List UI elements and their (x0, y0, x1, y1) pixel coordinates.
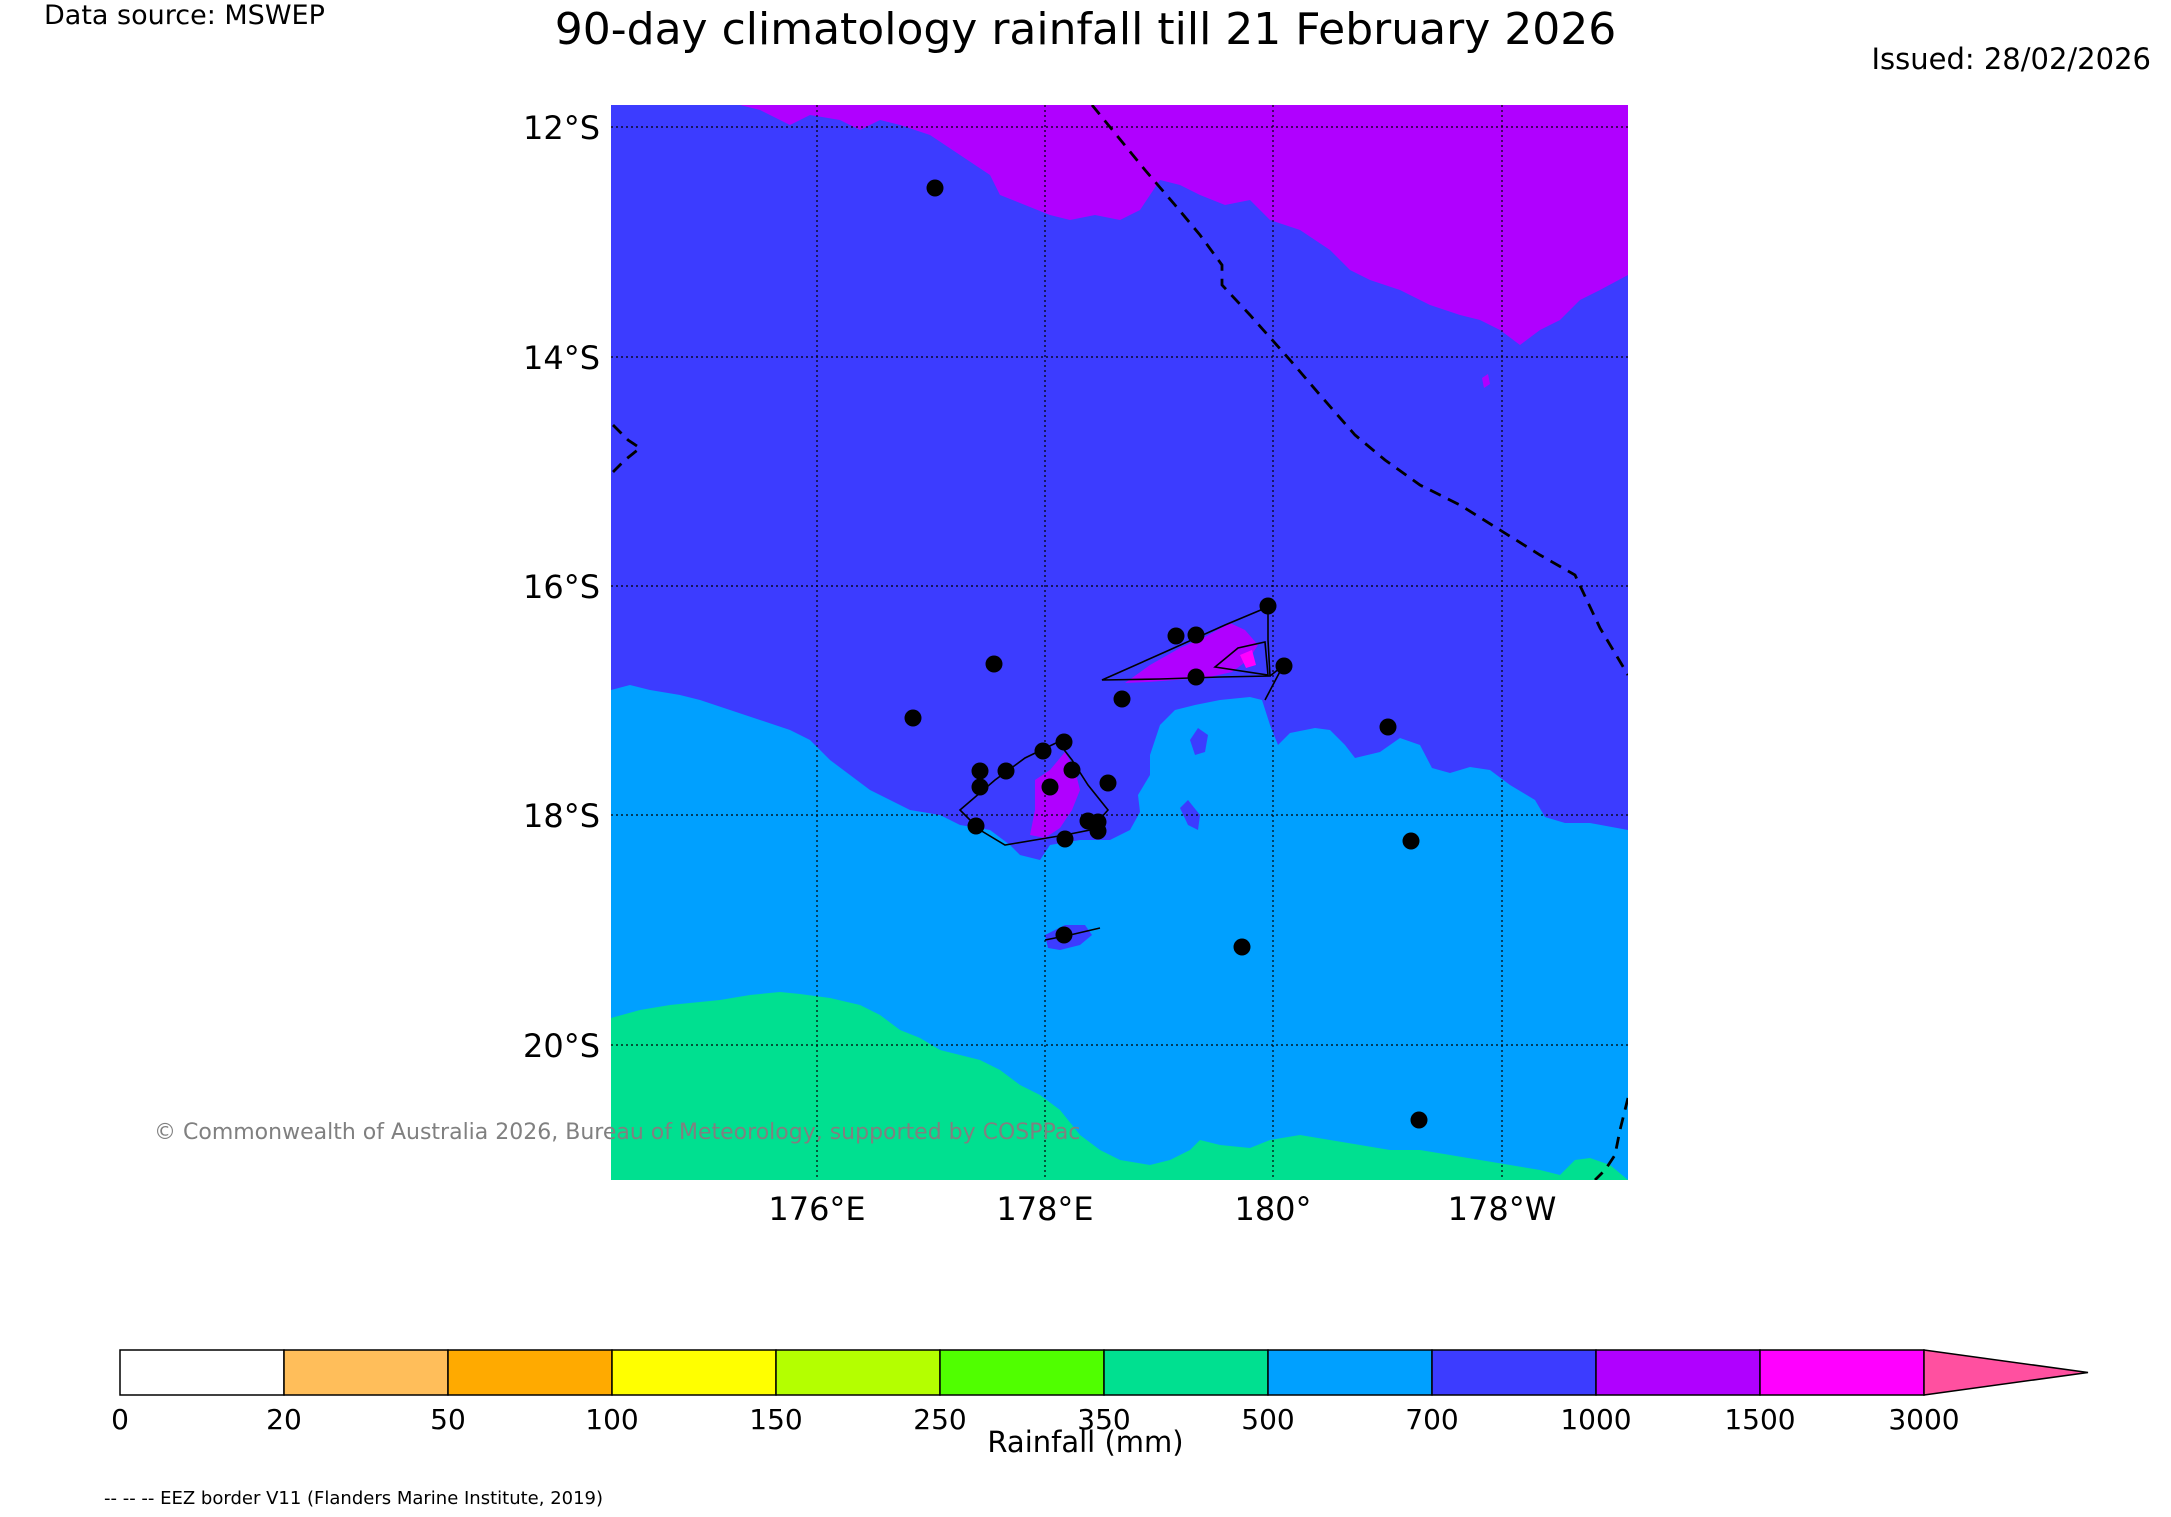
station-marker (1089, 822, 1107, 840)
station-marker (1187, 668, 1205, 686)
station-markers (904, 179, 1428, 1129)
colorbar-segment (1759, 1349, 1925, 1396)
colorbar-segment (611, 1349, 777, 1396)
colorbar-tick-label: 50 (430, 1403, 466, 1436)
rainfall-zone-1000-1500-north (740, 105, 1628, 345)
colorbar-title: Rainfall (mm) (987, 1425, 1184, 1459)
lon-label: 180° (1234, 1190, 1311, 1228)
eez-border (612, 105, 1628, 1180)
colorbar-tick-label: 3000 (1888, 1403, 1959, 1436)
graticule (611, 105, 1628, 1180)
colorbar-tick-label: 150 (749, 1403, 802, 1436)
station-marker (1259, 597, 1277, 615)
colorbar-tick-label: 1500 (1724, 1403, 1795, 1436)
rainfall-zone-1500-3000-vanua-levu (1240, 650, 1256, 668)
colorbar-tick-label: 350 (1077, 1403, 1130, 1436)
rainfall-map-area (611, 105, 1628, 1180)
station-marker (1402, 832, 1420, 850)
colorbar-tick-label: 250 (913, 1403, 966, 1436)
station-marker (1113, 690, 1131, 708)
station-marker (1055, 733, 1073, 751)
station-marker (1056, 830, 1074, 848)
station-marker (971, 762, 989, 780)
rainfall-zone-350-500 (611, 992, 1628, 1180)
station-marker (1034, 742, 1052, 760)
eez-border-note: -- -- -- EEZ border V11 (Flanders Marine… (104, 1488, 604, 1509)
lon-label: 178°E (996, 1190, 1093, 1228)
rainfall-zone-700-1000-patch (1180, 800, 1200, 830)
station-marker (1233, 938, 1251, 956)
station-marker (1041, 778, 1059, 796)
lat-label: 12°S (523, 109, 600, 147)
colorbar-tick-label: 700 (1405, 1403, 1458, 1436)
colorbar-tick-labels: 0 20 50 100 150 250 350 500 700 1000 1500 3000 (111, 1403, 1960, 1436)
colorbar-tick-label: 0 (111, 1403, 129, 1436)
map-title: 90-day climatology rainfall till 21 Febr… (554, 4, 1617, 55)
longitude-labels: 176°E 178°E 180° 178°W (768, 1190, 1556, 1228)
station-marker (926, 179, 944, 197)
colorbar-segment (1267, 1349, 1433, 1396)
lon-label: 178°W (1448, 1190, 1557, 1228)
station-marker (985, 655, 1003, 673)
station-marker (967, 817, 985, 835)
station-marker (904, 709, 922, 727)
station-marker (1275, 657, 1293, 675)
colorbar-segment (775, 1349, 941, 1396)
colorbar-segment (1595, 1349, 1761, 1396)
station-marker (1055, 926, 1073, 944)
latitude-labels: 12°S 14°S 16°S 18°S 20°S (523, 109, 600, 1065)
station-marker (1187, 626, 1205, 644)
copyright-notice: © Commonwealth of Australia 2026, Bureau… (154, 1120, 1081, 1145)
colorbar-segment (447, 1349, 613, 1396)
colorbar-segment (939, 1349, 1105, 1396)
issued-date: Issued: 28/02/2026 (1871, 42, 2151, 76)
lat-label: 20°S (523, 1027, 600, 1065)
lat-label: 18°S (523, 797, 600, 835)
station-marker (1379, 718, 1397, 736)
rainfall-zone-700-1000-patch (1190, 728, 1208, 755)
colorbar-extend-arrow (1923, 1349, 2089, 1396)
rainfall-zone-1000-1500-fleck (1482, 374, 1490, 388)
station-marker (1063, 761, 1081, 779)
lat-label: 16°S (523, 568, 600, 606)
colorbar-segment (119, 1349, 285, 1396)
colorbar-tick-label: 100 (585, 1403, 638, 1436)
lon-label: 176°E (768, 1190, 865, 1228)
colorbar (119, 1349, 2089, 1396)
data-source-label: Data source: MSWEP (44, 0, 325, 31)
station-marker (1410, 1111, 1428, 1129)
island-coastlines (958, 605, 1286, 941)
station-marker (1167, 627, 1185, 645)
lat-label: 14°S (523, 339, 600, 377)
colorbar-segment (1431, 1349, 1597, 1396)
station-marker (971, 778, 989, 796)
colorbar-tick-label: 500 (1241, 1403, 1294, 1436)
colorbar-segment (283, 1349, 449, 1396)
station-marker (1099, 774, 1117, 792)
colorbar-tick-label: 1000 (1560, 1403, 1631, 1436)
station-marker (997, 762, 1015, 780)
colorbar-tick-label: 20 (266, 1403, 302, 1436)
colorbar-segment (1103, 1349, 1269, 1396)
